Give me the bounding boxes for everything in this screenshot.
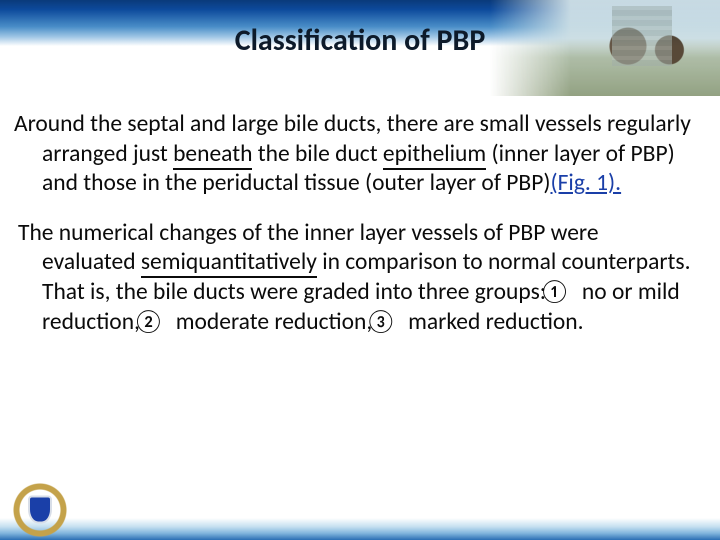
paragraph-1: Around the septal and large bile ducts, … (14, 110, 694, 199)
p1-underline-epithelium: epithelium (383, 140, 486, 170)
p2-underline-semiquantitatively: semiquantitatively (141, 248, 317, 278)
p1-mid: the bile duct (252, 140, 383, 168)
group-2: moderate reduction, (176, 308, 378, 336)
logo-shield-icon (28, 495, 52, 523)
slide-body: Around the septal and large bile ducts, … (14, 110, 694, 357)
university-logo-icon (12, 482, 68, 538)
figure-1-link[interactable]: (Fig. 1). (551, 169, 622, 197)
paragraph-2-text: The numerical changes of the inner layer… (14, 219, 694, 337)
slide: Classification of PBP Around the septal … (0, 0, 720, 540)
circled-2: ② (145, 308, 176, 338)
paragraph-2: The numerical changes of the inner layer… (14, 219, 694, 337)
circled-3: ③ (378, 308, 409, 338)
p1-underline-beneath: beneath (173, 140, 252, 170)
paragraph-1-text: Around the septal and large bile ducts, … (14, 110, 694, 199)
footer-band (0, 518, 720, 540)
group-3: marked reduction. (408, 308, 583, 336)
circled-1: ① (551, 278, 582, 308)
slide-title: Classification of PBP (0, 22, 720, 59)
